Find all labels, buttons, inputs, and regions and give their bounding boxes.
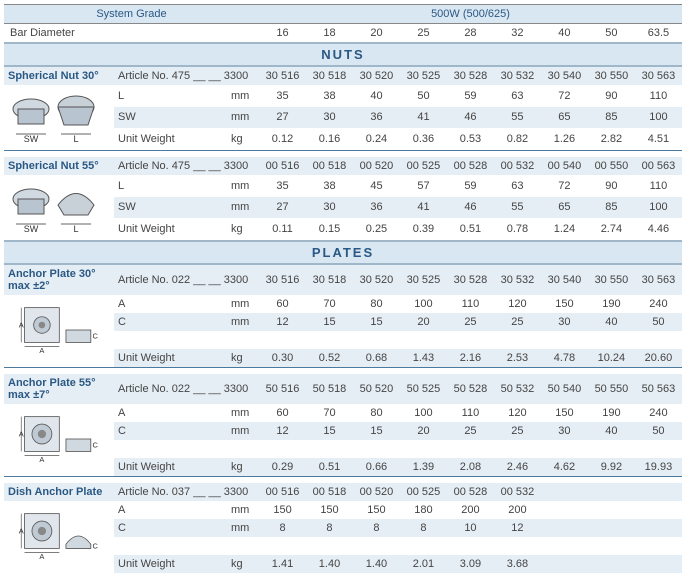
dia-4: 28	[447, 24, 494, 44]
section-nuts: NUTS	[4, 43, 682, 66]
sn30-SW: SW	[114, 107, 229, 129]
dia-7: 50	[588, 24, 635, 44]
dia-0: 16	[259, 24, 306, 44]
dia-3: 25	[400, 24, 447, 44]
section-plates: PLATES	[4, 241, 682, 264]
dia-8: 63.5	[635, 24, 682, 44]
dish-name: Dish Anchor Plate	[4, 483, 114, 501]
hdr-bar-diameter: Bar Diameter	[4, 24, 259, 44]
svg-text:L: L	[73, 134, 78, 144]
sn30-uw: Unit Weight	[114, 128, 229, 150]
hdr-system-grade: System Grade	[4, 5, 259, 24]
svg-text:L: L	[73, 224, 78, 234]
spec-table: System Grade 500W (500/625) Bar Diameter…	[4, 4, 682, 573]
dish-diagram: A A C	[4, 501, 114, 573]
svg-text:C: C	[92, 331, 98, 340]
ap55-diagram: A A C	[4, 404, 114, 477]
hdr-grade-value: 500W (500/625)	[259, 5, 682, 24]
ap30-name: Anchor Plate 30° max ±2°	[4, 264, 114, 295]
dia-5: 32	[494, 24, 541, 44]
svg-text:A: A	[39, 346, 44, 355]
svg-text:A: A	[39, 455, 44, 464]
dia-6: 40	[541, 24, 588, 44]
sn30-L: L	[114, 85, 229, 107]
sn30-name: Spherical Nut 30°	[4, 66, 114, 85]
ap30-diagram: A A C	[4, 295, 114, 368]
dia-1: 18	[306, 24, 353, 44]
dia-2: 20	[353, 24, 400, 44]
svg-text:SW: SW	[24, 224, 39, 234]
svg-text:C: C	[92, 541, 98, 550]
sn30-diagram: SW L	[4, 85, 114, 151]
sn30-article-label: Article No. 475 __ __ 3300	[114, 66, 259, 85]
ap55-name: Anchor Plate 55° max ±7°	[4, 374, 114, 404]
sn55-name: Spherical Nut 55°	[4, 157, 114, 175]
svg-text:A: A	[39, 552, 44, 561]
sn55-article-label: Article No. 475 __ __ 3300	[114, 157, 259, 175]
svg-text:C: C	[92, 440, 98, 449]
svg-text:SW: SW	[24, 134, 39, 144]
sn55-diagram: SW L	[4, 175, 114, 241]
